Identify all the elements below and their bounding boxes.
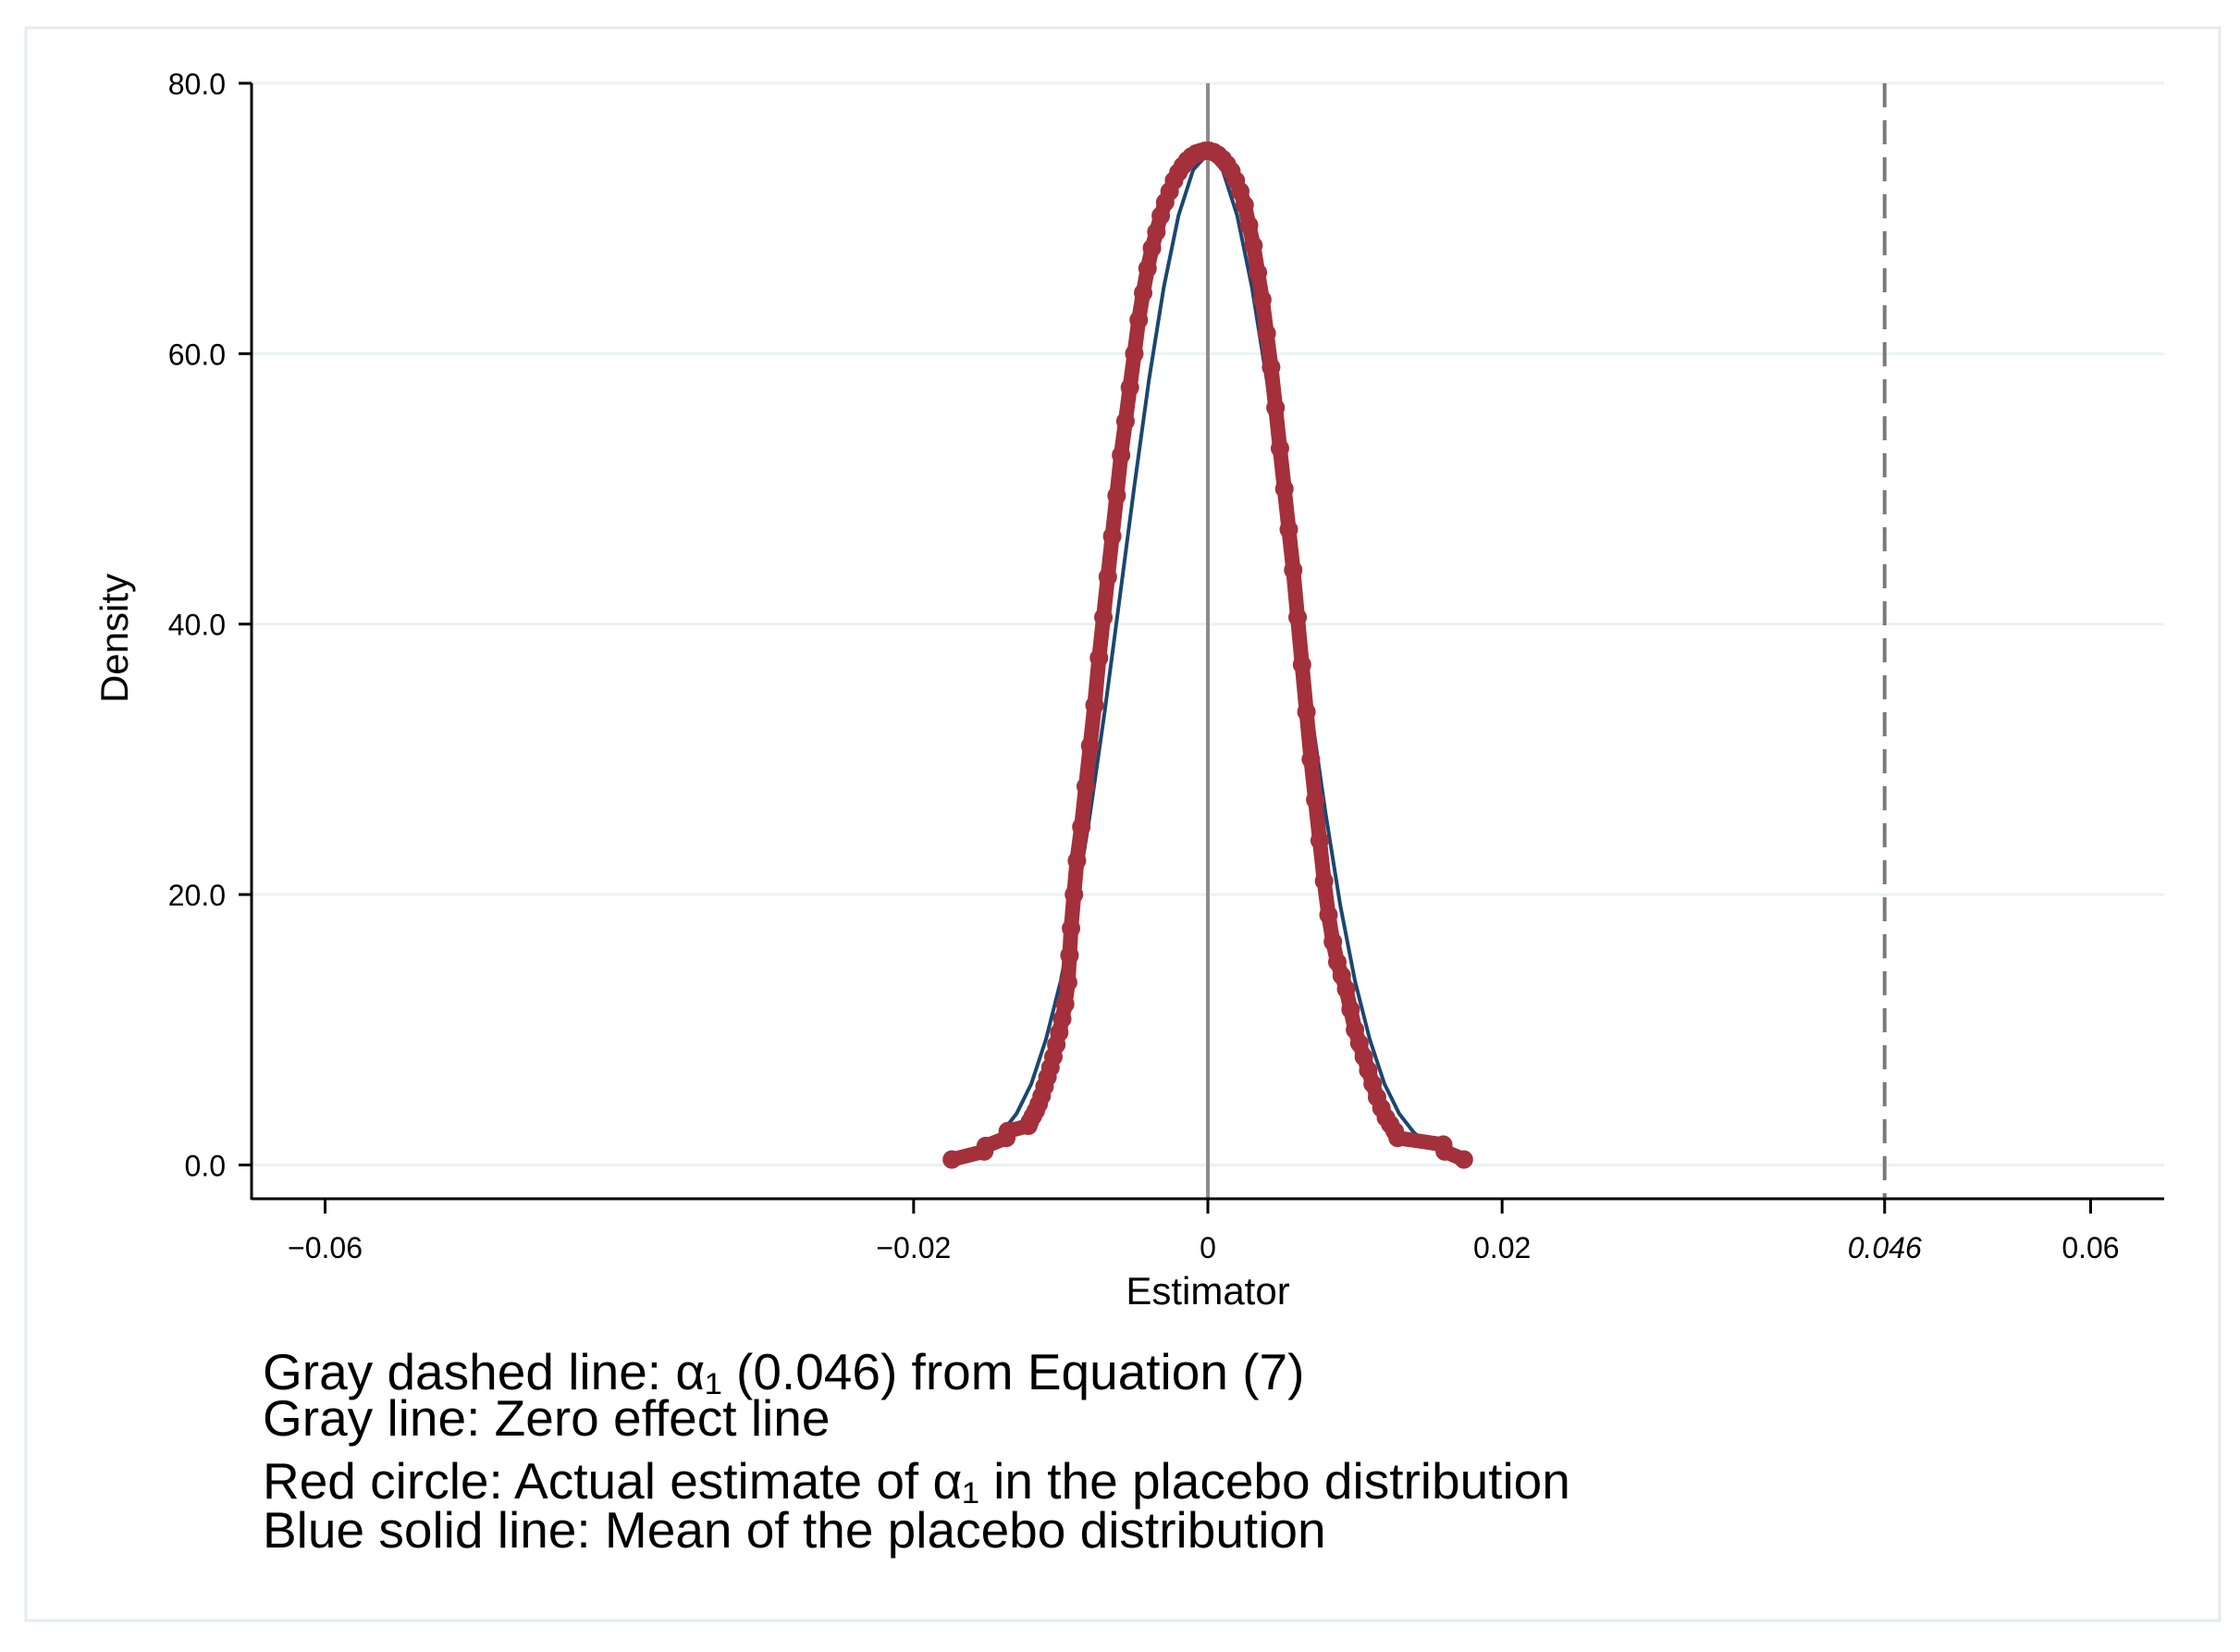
estimate-marker (1244, 236, 1263, 255)
y-tick-label: 0.0 (185, 1149, 226, 1182)
reference-lines (1206, 83, 1887, 1199)
y-tick-label: 40.0 (168, 609, 226, 642)
data-series (942, 142, 1473, 1169)
estimate-marker (1314, 871, 1334, 891)
estimate-marker (942, 1150, 962, 1169)
estimate-marker (1098, 567, 1117, 586)
note-blue-line: Blue solid line: Mean of the placebo dis… (263, 1501, 1326, 1559)
estimate-marker (1142, 239, 1162, 258)
estimate-marker (1112, 446, 1131, 464)
estimate-marker (1067, 851, 1087, 870)
estimate-marker (1288, 608, 1308, 627)
estimate-marker (1147, 222, 1166, 241)
estimate-marker (998, 1121, 1017, 1140)
estimate-marker (1102, 526, 1122, 546)
estimate-marker (1301, 749, 1321, 769)
estimate-marker (1274, 479, 1294, 499)
y-ticks: 0.0 20.0 40.0 60.0 80.0 (168, 68, 252, 1182)
estimate-marker (1279, 520, 1298, 539)
estimate-marker (1085, 696, 1104, 715)
estimate-marker (1310, 831, 1329, 850)
estimate-marker (1032, 1086, 1052, 1105)
estimate-marker (1249, 263, 1268, 282)
x-tick-label: 0.06 (2062, 1231, 2119, 1264)
estimate-marker (1076, 777, 1095, 796)
estimate-marker (1341, 1000, 1360, 1019)
estimate-marker (1065, 885, 1084, 905)
estimate-marker (1107, 486, 1126, 505)
x-tick-label: −0.06 (288, 1231, 363, 1264)
x-tick-label: 0 (1200, 1231, 1216, 1264)
estimate-marker (1257, 324, 1276, 343)
estimate-marker (1040, 1058, 1060, 1078)
estimate-marker (1035, 1077, 1054, 1096)
note-gray-line: Gray line: Zero effect line (263, 1389, 830, 1447)
y-axis-label: Density (92, 573, 136, 703)
estimate-marker (1120, 377, 1139, 397)
estimate-marker (1134, 283, 1153, 302)
estimate-marker (1072, 818, 1091, 836)
estimate-marker (1125, 344, 1144, 364)
estimate-marker (1319, 906, 1338, 925)
graph-region-border (24, 26, 2222, 1622)
note-dashed-line: Gray dashed line: α₁ (0.046) from Equati… (263, 1343, 1304, 1400)
notes: Gray dashed line: α₁ (0.046) from Equati… (263, 1343, 1570, 1559)
estimate-marker (1262, 357, 1281, 376)
estimate-marker (1252, 290, 1272, 309)
estimate-marker (1115, 412, 1135, 431)
x-tick-label: 0.02 (1473, 1231, 1531, 1264)
estimate-marker (1435, 1141, 1455, 1161)
estimate-marker (1297, 702, 1316, 721)
estimate-marker (1138, 259, 1157, 278)
estimate-marker (1080, 736, 1100, 756)
estimate-marker (1336, 980, 1356, 999)
estimate-marker (1094, 608, 1114, 627)
y-tick-label: 80.0 (168, 68, 226, 101)
estimate-marker (1038, 1067, 1057, 1087)
estimate-marker (1323, 932, 1343, 952)
x-tick-label: −0.02 (876, 1231, 951, 1264)
estimate-marker (1089, 648, 1109, 668)
estimate-marker (1454, 1150, 1473, 1169)
y-tick-label: 60.0 (168, 338, 226, 371)
estimate-marker (1284, 561, 1303, 580)
estimate-marker (1062, 918, 1081, 938)
x-axis-label: Estimator (1126, 1269, 1289, 1313)
estimate-marker (1239, 216, 1259, 235)
note-red-circle: Red circle: Actual estimate of α₁ in the… (263, 1452, 1570, 1510)
estimate-marker (1055, 994, 1075, 1014)
estimate-marker (1372, 1099, 1391, 1118)
estimate-marker (1292, 655, 1311, 674)
estimate-marker (1222, 162, 1241, 181)
estimate-marker (1060, 945, 1079, 965)
estimate-marker (1058, 973, 1077, 992)
estimate-marker (1235, 195, 1254, 215)
estimate-marker (1388, 1128, 1408, 1148)
estimate-marker (1129, 310, 1149, 329)
estimate-marker (1270, 438, 1289, 458)
x-ticks: −0.06 −0.02 0 0.02 0.046 0.06 (288, 1199, 2120, 1264)
estimate-marker (976, 1136, 995, 1155)
estimate-marker (1266, 398, 1286, 417)
estimate-marker (1306, 790, 1325, 809)
y-tick-label: 20.0 (168, 879, 226, 912)
estimate-marker (1029, 1094, 1049, 1114)
x-tick-label: 0.046 (1848, 1231, 1922, 1264)
